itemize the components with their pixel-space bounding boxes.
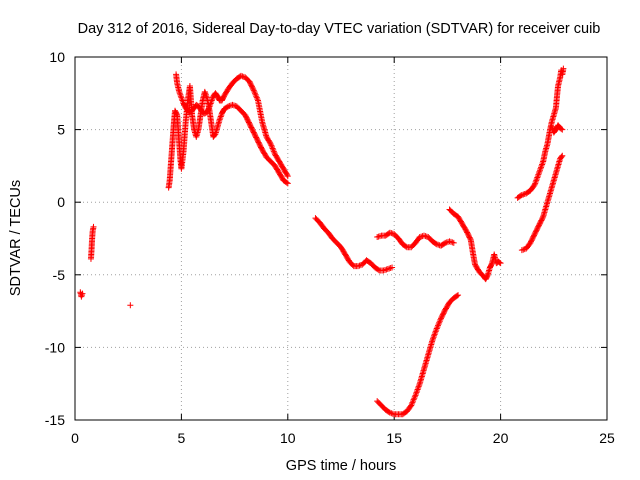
- series-seg-g: [374, 230, 457, 251]
- plot-frame: [75, 57, 607, 420]
- data-point: [538, 164, 544, 170]
- grid-lines: [75, 57, 607, 420]
- data-point: [217, 116, 223, 122]
- data-point: [536, 170, 542, 176]
- y-tick-label: 10: [49, 49, 65, 65]
- data-point: [127, 302, 133, 308]
- x-tick-labels: 0 5 10 15 20 25: [71, 430, 615, 446]
- data-point: [415, 385, 421, 391]
- data-point: [179, 96, 185, 102]
- x-tick-label: 15: [386, 430, 402, 446]
- y-tick-labels: -15 -10 -5 0 5 10: [45, 49, 65, 428]
- x-tick-label: 20: [493, 430, 509, 446]
- series-seg-j: [515, 66, 567, 201]
- data-point: [416, 382, 422, 388]
- chart-title: Day 312 of 2016, Sidereal Day-to-day VTE…: [78, 21, 601, 37]
- x-tick-label: 10: [280, 430, 296, 446]
- axis-ticks: [75, 57, 607, 420]
- data-point: [432, 330, 438, 336]
- data-point: [209, 98, 215, 104]
- data-point: [539, 161, 545, 167]
- x-tick-label: 0: [71, 430, 79, 446]
- data-points: [77, 66, 566, 418]
- data-point: [217, 115, 223, 121]
- data-point: [414, 388, 420, 394]
- data-point: [178, 95, 184, 101]
- data-point: [535, 172, 541, 178]
- y-tick-label: 5: [57, 122, 65, 138]
- data-point: [415, 387, 421, 393]
- data-point: [416, 384, 422, 390]
- data-point: [178, 93, 184, 99]
- series-seg-b: [88, 224, 97, 262]
- data-point: [534, 176, 540, 182]
- data-point: [432, 331, 438, 337]
- data-point: [430, 336, 436, 342]
- data-point: [539, 163, 545, 169]
- data-point: [177, 92, 183, 98]
- data-point: [540, 160, 546, 166]
- data-point: [177, 90, 183, 96]
- y-tick-label: 0: [57, 194, 65, 210]
- data-point: [79, 292, 85, 298]
- chart: Day 312 of 2016, Sidereal Day-to-day VTE…: [0, 0, 640, 480]
- data-point: [534, 175, 540, 181]
- series-seg-h: [374, 292, 461, 417]
- data-point: [431, 333, 437, 339]
- data-point: [202, 89, 208, 95]
- y-axis-label: SDTVAR / TECUs: [8, 180, 24, 296]
- x-tick-label: 5: [178, 430, 186, 446]
- data-point: [451, 240, 457, 246]
- series-seg-c: [127, 302, 133, 308]
- data-point: [535, 173, 541, 179]
- series-seg-i: [447, 206, 504, 282]
- y-tick-label: -15: [45, 412, 65, 428]
- data-point: [538, 166, 544, 172]
- y-tick-label: -10: [45, 339, 65, 355]
- data-point: [78, 294, 84, 300]
- data-point: [431, 334, 437, 340]
- data-point: [533, 177, 539, 183]
- data-point: [536, 169, 542, 175]
- x-tick-label: 25: [599, 430, 615, 446]
- data-point: [537, 167, 543, 173]
- data-point: [91, 224, 97, 230]
- series-seg-f: [312, 215, 395, 273]
- y-tick-label: -5: [53, 267, 66, 283]
- x-axis-label: GPS time / hours: [286, 458, 396, 474]
- series-seg-a: [77, 289, 85, 299]
- data-point: [430, 337, 436, 343]
